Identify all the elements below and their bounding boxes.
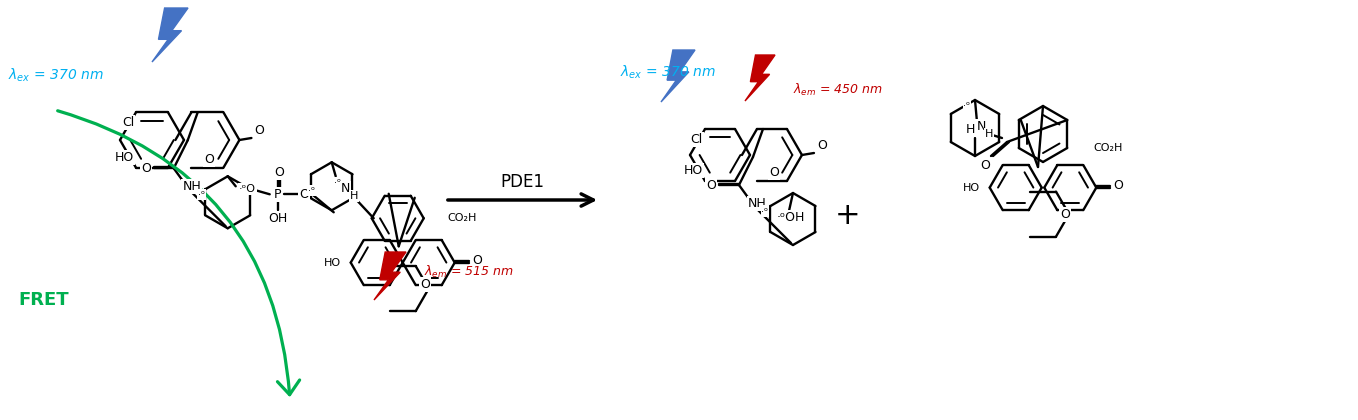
Text: ·ᵒ: ·ᵒ [762,206,769,216]
Text: ·ᵒ: ·ᵒ [198,189,205,199]
Polygon shape [661,50,695,102]
Text: +: + [835,200,861,229]
Text: O: O [980,158,990,171]
Text: ·ᵒO: ·ᵒO [239,184,257,194]
Text: PDE1: PDE1 [500,173,545,191]
Text: N: N [976,120,986,132]
Text: Cl: Cl [691,133,703,145]
Text: $\lambda_{em}$ = 515 nm: $\lambda_{em}$ = 515 nm [424,264,513,280]
Text: ·ᵒ: ·ᵒ [308,185,315,195]
Text: O: O [1061,207,1070,220]
Text: O: O [205,153,215,166]
Text: $\lambda_{ex}$ = 370 nm: $\lambda_{ex}$ = 370 nm [8,66,103,84]
Text: O: O [1114,179,1123,192]
Text: N: N [341,182,350,195]
Text: HO: HO [323,257,341,268]
Text: FRET: FRET [18,291,69,309]
Polygon shape [152,8,187,62]
Text: HO: HO [114,151,134,164]
Text: $\lambda_{em}$ = 450 nm: $\lambda_{em}$ = 450 nm [793,82,883,98]
Text: O: O [274,166,284,179]
Text: CO₂H: CO₂H [1093,143,1123,153]
Text: O: O [420,278,429,291]
Text: O: O [471,254,482,267]
FancyArrowPatch shape [57,111,300,395]
Text: CO₂H: CO₂H [448,213,477,223]
Text: OH: OH [268,212,288,225]
Text: HO: HO [963,183,979,193]
Text: NH: NH [182,180,201,193]
Text: Cl: Cl [122,116,134,129]
Polygon shape [373,252,406,300]
Text: H: H [985,129,993,139]
Text: HO: HO [683,165,703,178]
Text: O: O [141,162,151,175]
Text: O: O [769,166,779,179]
Text: H: H [349,191,359,201]
Text: NH: NH [748,197,766,210]
Text: O: O [299,188,308,201]
Text: ·ᵒ: ·ᵒ [334,177,341,187]
Text: O: O [254,123,265,136]
Text: O: O [818,139,827,152]
Polygon shape [746,55,775,101]
Text: ·ᵒ: ·ᵒ [963,100,971,110]
Text: P: P [274,188,281,201]
Text: O: O [706,178,716,192]
Text: ·ᵒOH: ·ᵒOH [777,210,805,223]
Text: HO: HO [966,123,985,136]
Text: $\lambda_{ex}$ = 370 nm: $\lambda_{ex}$ = 370 nm [621,63,716,81]
